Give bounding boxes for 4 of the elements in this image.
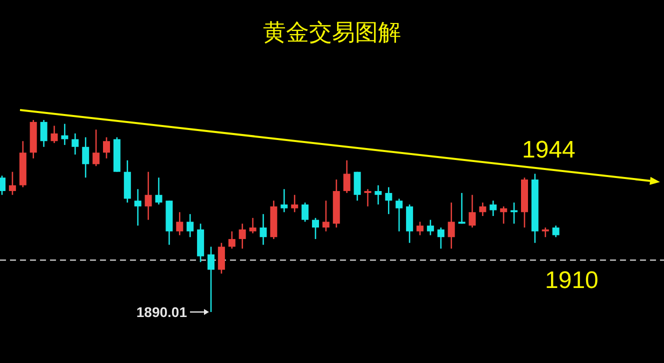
annotation: 1944 <box>522 136 576 164</box>
annotation: 1910 <box>545 267 598 294</box>
title: 黄金交易图解 <box>263 19 401 45</box>
annotation: 1890.01 <box>136 304 187 320</box>
